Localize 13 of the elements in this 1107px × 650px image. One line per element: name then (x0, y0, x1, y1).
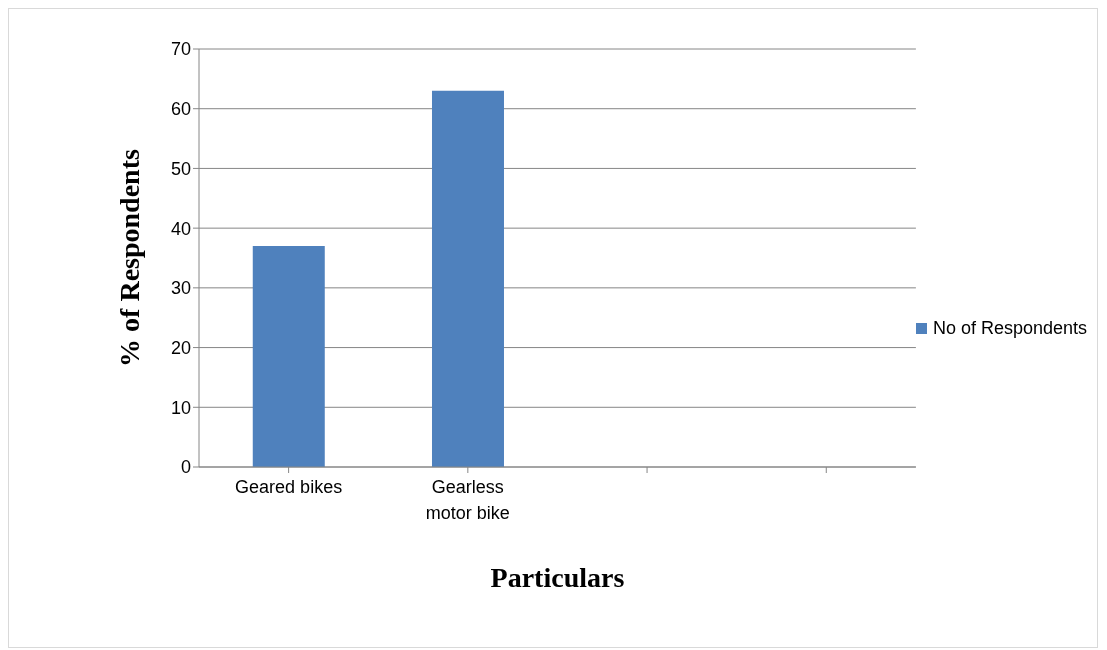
x-tick-label: Geared bikes (235, 477, 343, 497)
legend-label: No of Respondents (932, 317, 1087, 339)
y-tick-label: 70 (170, 39, 191, 60)
y-tick-label: 10 (170, 397, 191, 418)
y-tick-label: 60 (170, 99, 191, 120)
x-tick-label: Gearless motor bike (425, 477, 510, 523)
y-tick-label: 40 (170, 218, 191, 239)
y-tick-label: 50 (170, 158, 191, 179)
y-axis-title: % of Respondents (113, 149, 145, 367)
x-axis-title: Particulars (490, 562, 625, 593)
y-tick-label: 30 (170, 278, 191, 299)
y-tick-label: 0 (180, 457, 191, 478)
y-tick-label: 20 (170, 337, 191, 358)
